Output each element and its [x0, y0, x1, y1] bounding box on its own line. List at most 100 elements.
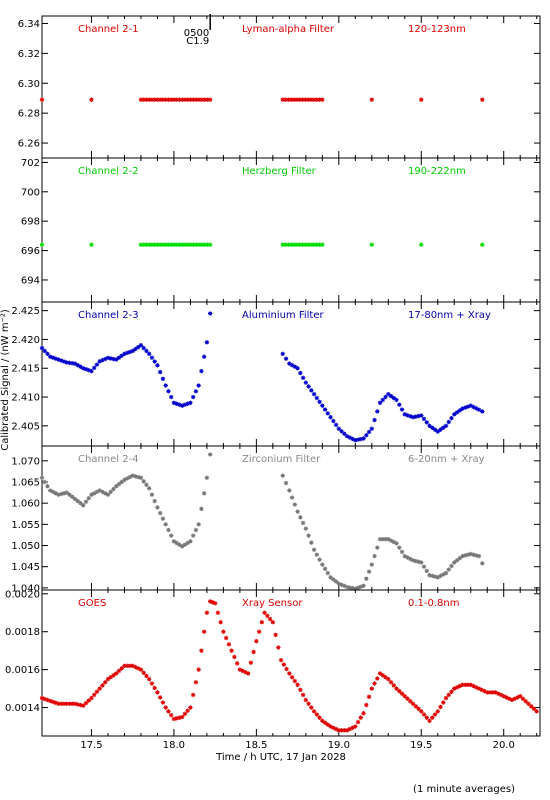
data-point [383, 675, 388, 680]
data-point [295, 682, 300, 688]
data-point [289, 97, 294, 102]
data-point [320, 97, 325, 102]
data-point [72, 361, 78, 366]
data-point [94, 362, 100, 367]
data-point [199, 97, 205, 102]
data-point [496, 691, 501, 696]
data-point [291, 242, 297, 247]
data-point [174, 97, 179, 102]
data-point [155, 690, 160, 695]
data-point [196, 667, 201, 672]
data-point [309, 705, 314, 710]
data-point [48, 488, 53, 493]
y-tick-label: 0.0016 [5, 665, 40, 676]
data-point [45, 484, 50, 489]
data-point [97, 488, 102, 493]
data-point [325, 411, 331, 416]
panel-label: 0.1-0.8nm [408, 598, 460, 609]
data-point [308, 97, 314, 102]
data-point [294, 97, 300, 102]
data-point [388, 538, 394, 543]
data-point [298, 687, 303, 693]
data-point [119, 666, 124, 671]
data-point [78, 702, 83, 708]
data-series [39, 97, 485, 102]
data-series [39, 599, 539, 733]
data-point [457, 556, 462, 561]
data-point [391, 683, 396, 688]
data-point [435, 429, 440, 434]
data-point [45, 697, 50, 703]
data-point [144, 673, 149, 679]
data-point [218, 620, 223, 625]
data-point [446, 567, 451, 572]
y-tick-label: 2.405 [11, 421, 40, 432]
data-point [286, 242, 291, 247]
data-point [130, 473, 135, 478]
data-point [391, 395, 396, 401]
data-point [333, 422, 339, 428]
data-point [135, 474, 141, 480]
y-tick-label: 2.415 [11, 364, 40, 375]
data-point [135, 666, 141, 671]
data-point [322, 720, 328, 725]
data-point [471, 552, 476, 557]
data-point [160, 97, 166, 102]
data-point [405, 696, 410, 701]
data-point [193, 389, 199, 394]
data-point [322, 407, 328, 412]
data-point [498, 692, 504, 698]
data-point [380, 536, 385, 542]
data-point [193, 680, 199, 685]
data-point [53, 491, 58, 496]
data-point [229, 648, 234, 653]
data-point [171, 97, 177, 102]
data-point [350, 585, 355, 591]
panel-1: 6.26 6.28 6.30 6.32 6.34 Channel 2-1 Lyman-alp… [18, 14, 541, 159]
data-point [39, 97, 45, 102]
data-point [333, 726, 339, 732]
data-point [317, 557, 322, 562]
data-point [146, 351, 152, 357]
data-point [364, 702, 369, 708]
data-point [92, 365, 97, 371]
data-point [245, 671, 251, 676]
data-point [133, 664, 138, 670]
data-point [468, 682, 473, 688]
data-point [336, 426, 342, 431]
y-tick-label: 6.34 [18, 19, 40, 30]
data-point [361, 711, 366, 716]
data-point [283, 356, 289, 361]
data-point [344, 584, 350, 590]
data-point [243, 669, 248, 675]
data-point [317, 715, 322, 720]
data-point [163, 97, 168, 102]
data-point [180, 242, 185, 247]
y-tick-label: 1.045 [11, 562, 40, 573]
data-point [344, 434, 350, 439]
data-point [419, 709, 424, 714]
data-point [103, 491, 108, 496]
data-point [284, 666, 289, 672]
data-point [45, 351, 50, 357]
y-tick-label: 6.32 [18, 49, 40, 60]
data-point [166, 242, 171, 247]
panel-label: Channel 2-4 [78, 454, 139, 465]
data-point [152, 498, 157, 504]
data-point [463, 405, 468, 410]
data-point [193, 527, 199, 533]
data-point [314, 242, 319, 247]
data-point [83, 367, 89, 372]
data-point [369, 242, 375, 247]
data-point [443, 423, 449, 429]
data-point [468, 403, 473, 408]
data-point [207, 97, 213, 102]
data-point [100, 357, 105, 363]
data-point [108, 356, 113, 361]
data-point [157, 242, 163, 247]
data-point [408, 414, 413, 419]
data-point [75, 498, 80, 504]
data-point [452, 686, 457, 691]
data-point [119, 353, 124, 358]
